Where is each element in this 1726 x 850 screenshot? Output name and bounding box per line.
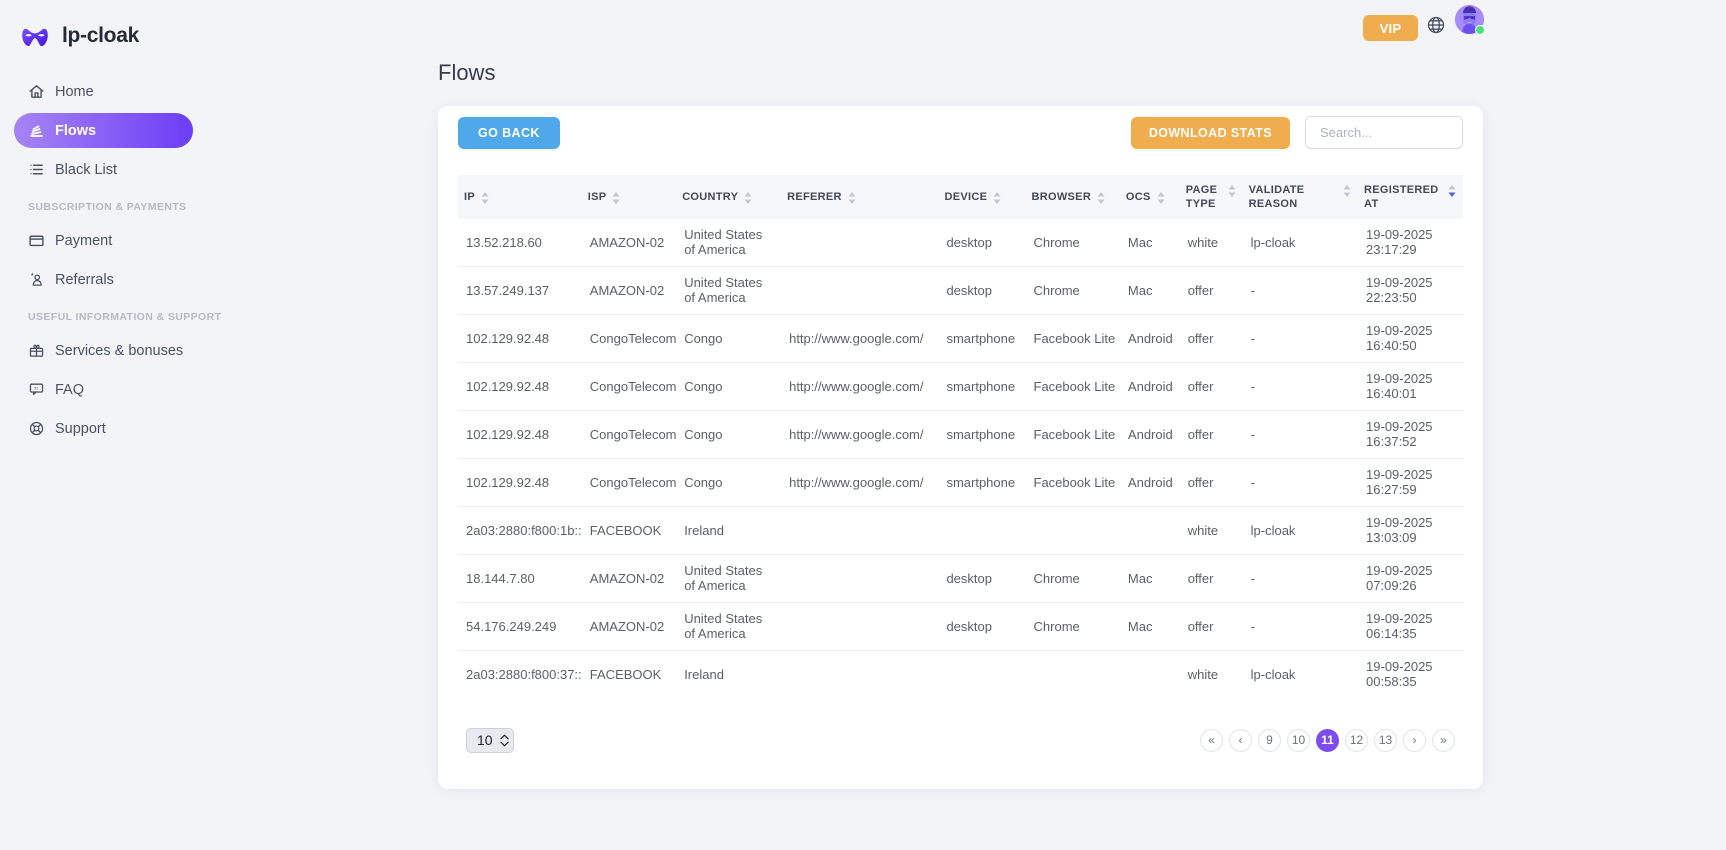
svg-text:?!: ?! (34, 386, 38, 392)
